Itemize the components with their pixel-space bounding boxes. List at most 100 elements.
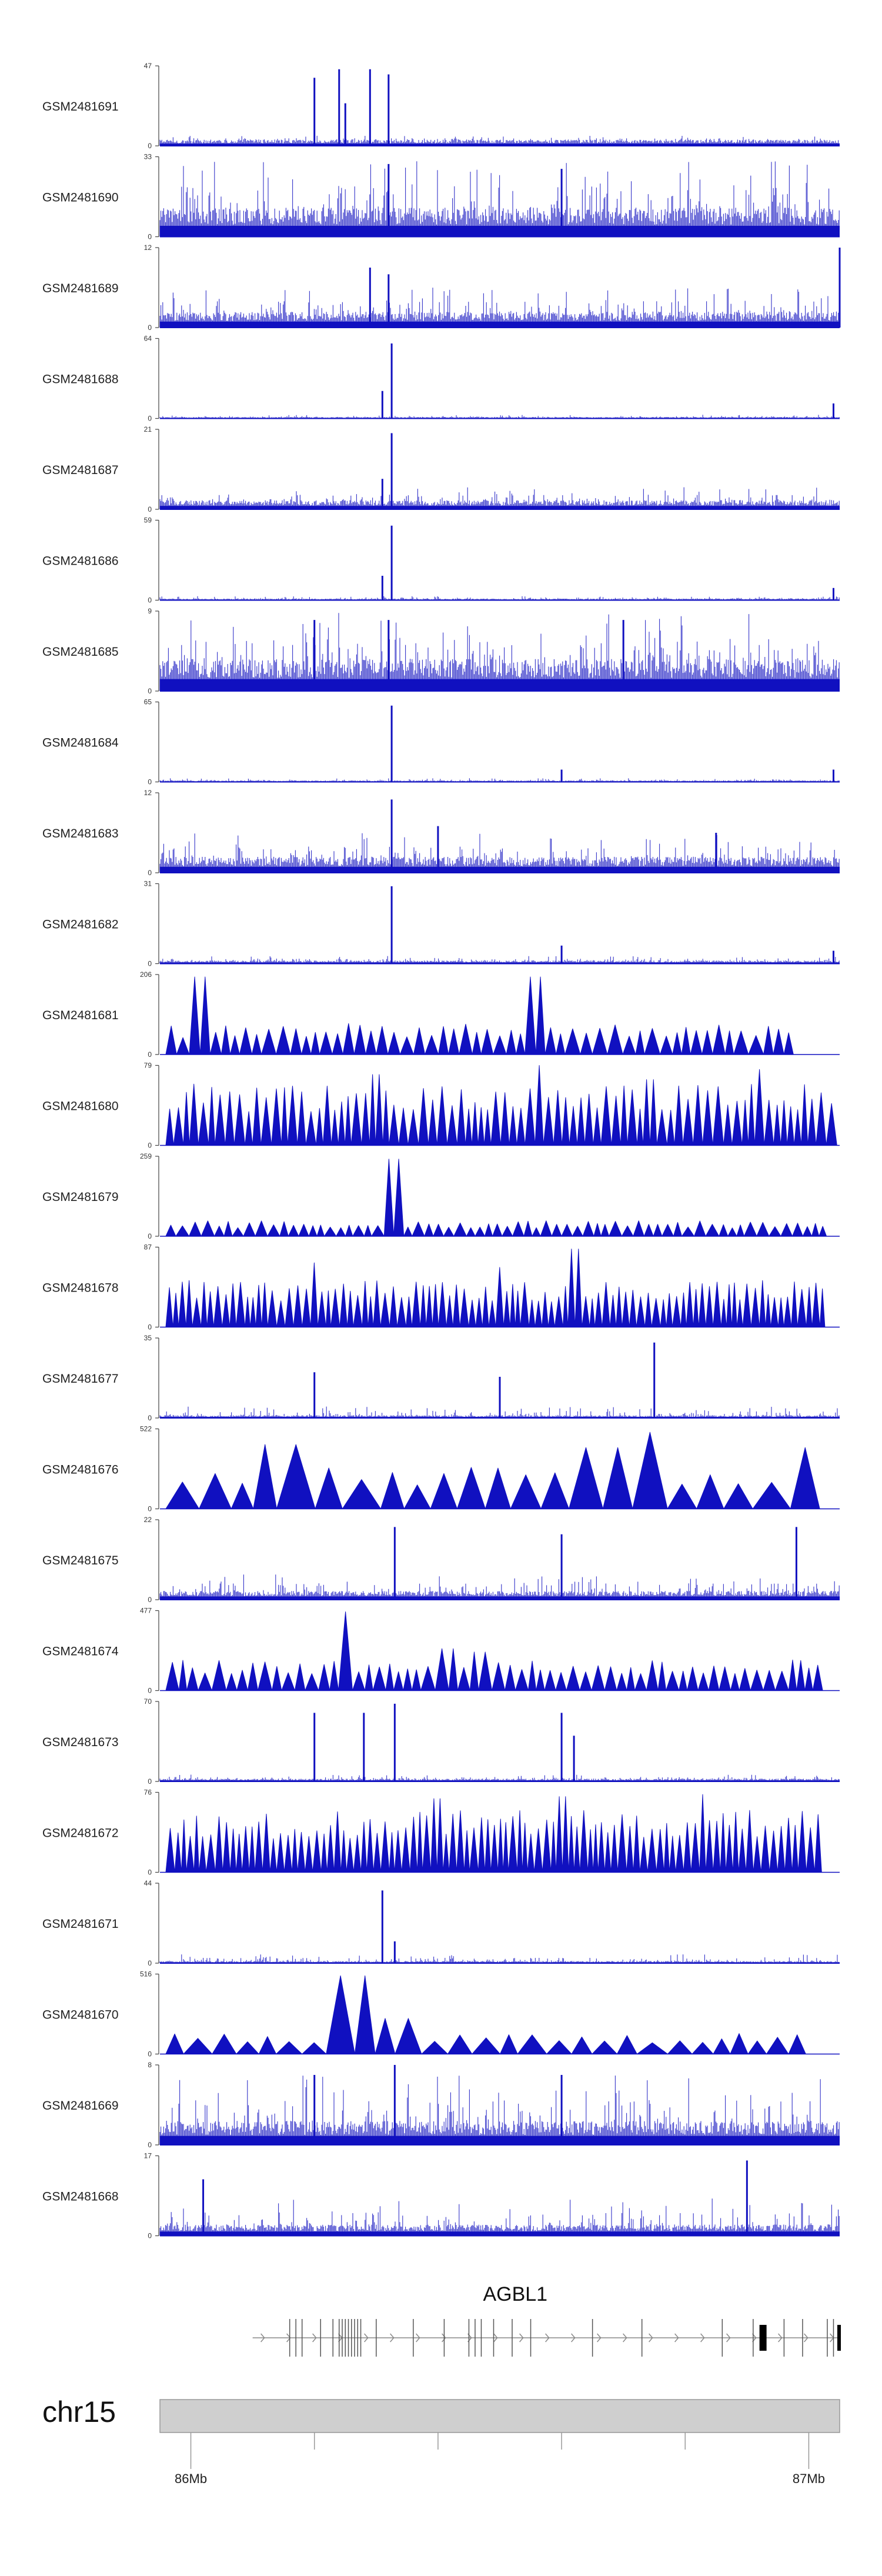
strand-arrow <box>416 2333 420 2343</box>
chromosome-ideogram: chr15 86Mb 87Mb <box>42 2395 840 2486</box>
y-tick-label-min: 0 <box>148 1142 152 1150</box>
y-tick-label-min: 0 <box>148 323 152 332</box>
track-label: GSM2481686 <box>42 555 119 568</box>
track-label: GSM2481679 <box>42 1190 119 1204</box>
signal-bars <box>159 1574 840 1600</box>
track-label: GSM2481689 <box>42 282 119 295</box>
strand-arrow <box>519 2333 524 2343</box>
track-label: GSM2481684 <box>42 736 119 750</box>
strand-arrow <box>649 2333 653 2343</box>
track-label: GSM2481685 <box>42 645 119 659</box>
y-tick-label-min: 0 <box>148 1050 152 1059</box>
track-label: GSM2481690 <box>42 191 119 205</box>
strand-arrow <box>442 2333 446 2343</box>
track-GSM2481680: GSM2481680 79 0 <box>42 1062 840 1150</box>
track-GSM2481691: GSM2481691 47 0 <box>42 62 840 150</box>
y-tick-label-max: 35 <box>144 1334 152 1342</box>
track-label: GSM2481680 <box>42 1100 119 1113</box>
track-GSM2481674: GSM2481674 477 0 <box>42 1607 840 1695</box>
track-GSM2481679: GSM2481679 259 0 <box>42 1152 840 1240</box>
strand-arrow <box>286 2333 291 2343</box>
chromosome-name: chr15 <box>42 2395 116 2428</box>
strand-arrow <box>623 2333 627 2343</box>
y-tick-label-min: 0 <box>148 142 152 150</box>
signal-area <box>165 1159 827 1237</box>
signal-bars <box>159 2076 840 2145</box>
track-label: GSM2481669 <box>42 2099 119 2113</box>
y-tick-label-min: 0 <box>148 1323 152 1332</box>
y-tick-label-max: 477 <box>140 1607 152 1615</box>
y-tick-label-min: 0 <box>148 1414 152 1422</box>
y-tick-label-max: 87 <box>144 1243 152 1252</box>
track-label: GSM2481677 <box>42 1372 119 1386</box>
y-tick-label-min: 0 <box>148 1868 152 1877</box>
strand-arrow <box>493 2333 498 2343</box>
y-tick-label-max: 70 <box>144 1697 152 1706</box>
strand-arrow <box>752 2333 757 2343</box>
strand-arrow <box>597 2333 602 2343</box>
signal-area <box>165 1432 820 1509</box>
y-tick-label-min: 0 <box>148 2050 152 2058</box>
track-GSM2481671: GSM2481671 44 0 <box>42 1879 840 1967</box>
track-GSM2481675: GSM2481675 22 0 <box>42 1516 840 1604</box>
y-tick-label-min: 0 <box>148 2141 152 2149</box>
y-tick-label-max: 33 <box>144 153 152 161</box>
y-tick-label-min: 0 <box>148 869 152 877</box>
y-tick-label-min: 0 <box>148 778 152 786</box>
strand-arrow <box>260 2333 265 2343</box>
signal-area <box>165 1975 806 2054</box>
track-GSM2481686: GSM2481686 59 0 <box>42 516 840 605</box>
track-GSM2481690: GSM2481690 33 0 <box>42 153 840 241</box>
y-tick-label-max: 79 <box>144 1062 152 1070</box>
y-tick-label-min: 0 <box>148 1959 152 1967</box>
track-label: GSM2481682 <box>42 918 119 932</box>
y-tick-label-min: 0 <box>148 1505 152 1513</box>
y-tick-label-min: 0 <box>148 2232 152 2240</box>
chromosome-band <box>159 2399 840 2433</box>
strand-arrow <box>364 2333 369 2343</box>
track-GSM2481688: GSM2481688 64 0 <box>42 335 840 423</box>
y-tick-label-max: 59 <box>144 516 152 525</box>
y-tick-label-min: 0 <box>148 415 152 423</box>
y-tick-label-min: 0 <box>148 1596 152 1604</box>
y-tick-label-max: 31 <box>144 880 152 888</box>
strand-arrow <box>700 2333 705 2343</box>
track-GSM2481685: GSM2481685 9 0 <box>42 607 840 695</box>
track-GSM2481681: GSM2481681 206 0 <box>42 970 840 1059</box>
y-tick-label-max: 259 <box>140 1152 152 1160</box>
signal-floor <box>160 679 840 691</box>
terminal-exon <box>837 2325 841 2351</box>
y-tick-label-max: 65 <box>144 698 152 706</box>
signal-area <box>165 1249 826 1327</box>
strand-arrow <box>571 2333 576 2343</box>
track-GSM2481668: GSM2481668 17 0 <box>42 2152 840 2240</box>
y-tick-label-max: 12 <box>144 243 152 252</box>
track-GSM2481689: GSM2481689 12 0 <box>42 243 841 332</box>
signal-area <box>165 1065 837 1146</box>
signal-tracks: GSM2481691470GSM2481690330GSM2481689120G… <box>42 62 841 2240</box>
signal-floor <box>160 144 840 146</box>
y-tick-label-max: 21 <box>144 425 152 433</box>
signal-bars <box>159 1954 840 1963</box>
track-label: GSM2481681 <box>42 1009 119 1022</box>
y-tick-label-max: 206 <box>140 970 152 979</box>
track-GSM2481682: GSM2481682 31 0 <box>42 880 840 968</box>
strand-arrow <box>804 2333 808 2343</box>
signal-area <box>165 1794 822 1873</box>
signal-floor <box>160 506 840 509</box>
axis-tick-label: 87Mb <box>793 2471 825 2486</box>
signal-area <box>165 1611 823 1691</box>
track-GSM2481673: GSM2481673 70 0 <box>42 1697 840 1786</box>
track-GSM2481669: GSM2481669 8 0 <box>42 2061 840 2149</box>
strand-arrow <box>312 2333 317 2343</box>
y-tick-label-min: 0 <box>148 233 152 241</box>
y-tick-label-min: 0 <box>148 960 152 968</box>
track-GSM2481676: GSM2481676 522 0 <box>42 1425 840 1513</box>
signal-area <box>165 976 794 1055</box>
y-tick-label-min: 0 <box>148 687 152 695</box>
track-label: GSM2481675 <box>42 1554 119 1567</box>
gene-annotation-track: AGBL1 <box>252 2283 841 2357</box>
y-tick-label-min: 0 <box>148 1777 152 1786</box>
track-label: GSM2481671 <box>42 1917 119 1931</box>
